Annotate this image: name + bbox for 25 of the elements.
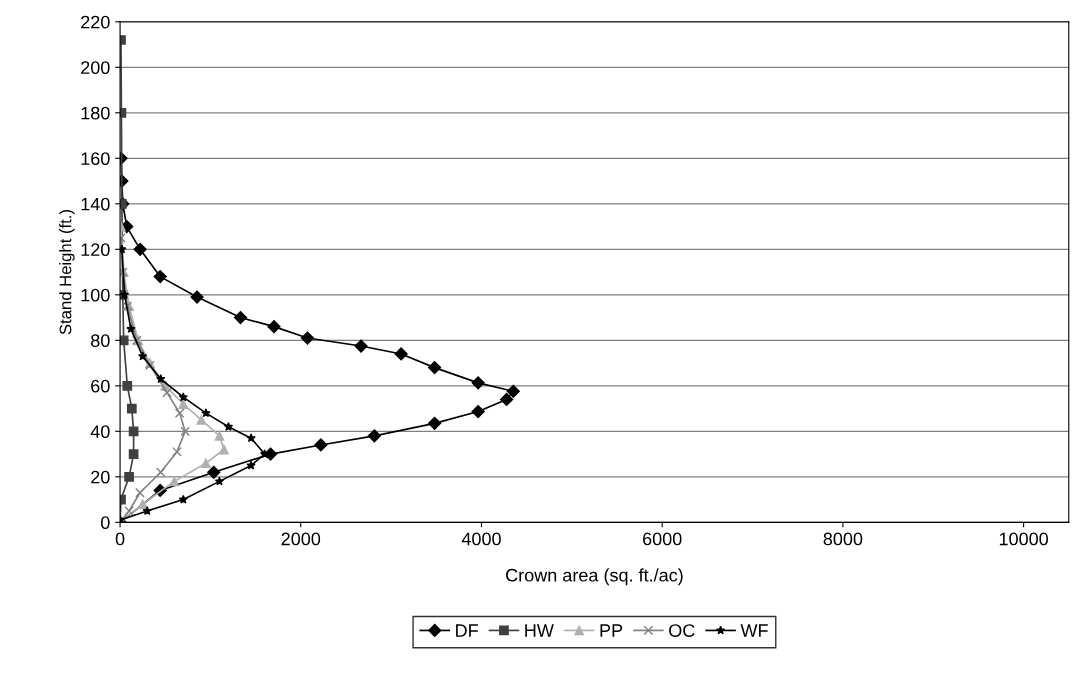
x-axis-title: Crown area (sq. ft./ac) <box>506 568 683 586</box>
legend-label: HW <box>525 624 554 637</box>
legend-label: PP <box>600 624 623 637</box>
y-tick-label: 20 <box>91 470 110 484</box>
y-tick-label: 80 <box>91 334 110 348</box>
legend-label: OC <box>669 624 695 637</box>
x-tick-label: 10000 <box>999 532 1049 546</box>
x-tick-label: 0 <box>115 532 125 546</box>
x-tick-label: 8000 <box>823 532 863 546</box>
y-tick-label: 60 <box>91 379 110 393</box>
y-tick-label: 0 <box>101 516 110 530</box>
y-tick-label: 160 <box>81 152 110 166</box>
y-tick-label: 200 <box>81 61 110 75</box>
x-tick-label: 6000 <box>643 532 682 546</box>
legend-label: DF <box>456 624 478 637</box>
y-tick-label: 100 <box>81 288 110 302</box>
y-tick-label: 40 <box>90 425 110 439</box>
y-tick-label: 220 <box>81 15 110 29</box>
legend-label: WF <box>740 624 768 637</box>
y-tick-label: 120 <box>81 243 110 257</box>
x-tick-label: 4000 <box>461 532 501 546</box>
y-tick-label: 140 <box>81 197 110 211</box>
y-axis-title: Stand Height (ft.) <box>59 210 75 335</box>
y-tick-label: 180 <box>81 106 110 120</box>
x-tick-label: 2000 <box>281 532 321 546</box>
